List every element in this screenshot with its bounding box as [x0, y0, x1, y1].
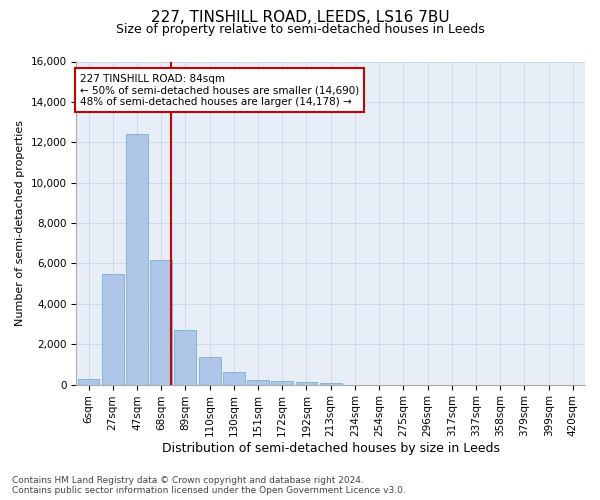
Bar — [223, 372, 245, 384]
Text: 227, TINSHILL ROAD, LEEDS, LS16 7BU: 227, TINSHILL ROAD, LEEDS, LS16 7BU — [151, 10, 449, 25]
Bar — [271, 381, 293, 384]
X-axis label: Distribution of semi-detached houses by size in Leeds: Distribution of semi-detached houses by … — [162, 442, 500, 455]
Bar — [102, 274, 124, 384]
Bar — [247, 380, 269, 384]
Bar — [150, 260, 172, 384]
Bar — [77, 378, 100, 384]
Bar — [320, 382, 341, 384]
Bar — [175, 330, 196, 384]
Text: Contains HM Land Registry data © Crown copyright and database right 2024.
Contai: Contains HM Land Registry data © Crown c… — [12, 476, 406, 495]
Bar — [199, 358, 221, 384]
Y-axis label: Number of semi-detached properties: Number of semi-detached properties — [15, 120, 25, 326]
Text: Size of property relative to semi-detached houses in Leeds: Size of property relative to semi-detach… — [116, 22, 484, 36]
Bar — [126, 134, 148, 384]
Text: 227 TINSHILL ROAD: 84sqm
← 50% of semi-detached houses are smaller (14,690)
48% : 227 TINSHILL ROAD: 84sqm ← 50% of semi-d… — [80, 74, 359, 107]
Bar — [296, 382, 317, 384]
